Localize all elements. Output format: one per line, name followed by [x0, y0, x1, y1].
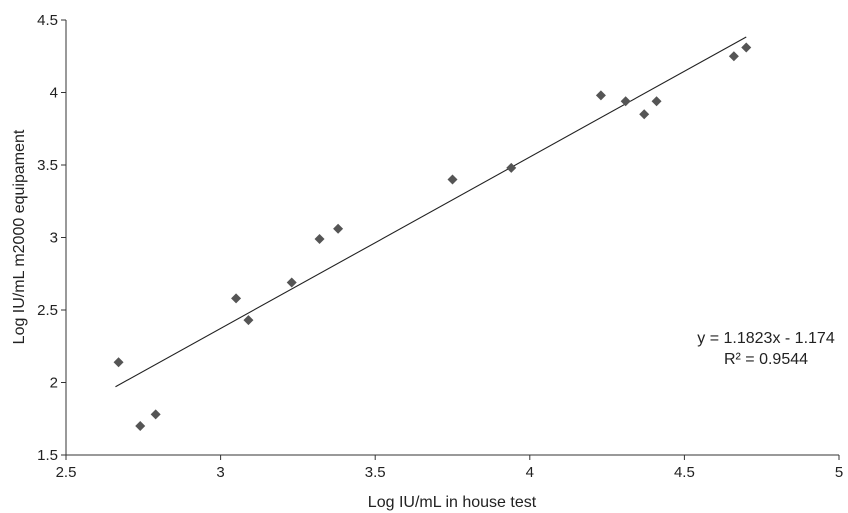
data-point — [314, 233, 325, 244]
r-squared-label: R² = 0.9544 — [724, 351, 808, 368]
y-tick-label: 2 — [50, 375, 58, 392]
y-tick-label: 3.5 — [37, 157, 58, 174]
data-point — [728, 51, 739, 62]
y-tick-label: 2.5 — [37, 302, 58, 319]
y-tick-label: 4.5 — [37, 12, 58, 29]
data-point — [231, 293, 242, 304]
data-point — [243, 315, 254, 326]
data-point — [639, 109, 650, 120]
data-point — [150, 409, 161, 420]
data-point — [620, 96, 631, 107]
y-axis-ticks: 1.5 2 2.5 3 3.5 4 4.5 — [37, 12, 66, 464]
x-tick-label: 4 — [526, 464, 534, 481]
x-axis-label: Log IU/mL in house test — [368, 494, 537, 511]
plot-area: 1.5 2 2.5 3 3.5 4 4.5 2.5 3 3.5 4 4.5 5 — [37, 12, 843, 481]
x-tick-label: 3.5 — [365, 464, 386, 481]
x-tick-label: 3 — [216, 464, 224, 481]
data-point — [333, 223, 344, 234]
data-point — [651, 96, 662, 107]
data-point — [741, 42, 752, 53]
trendline-equation: y = 1.1823x - 1.174 — [697, 330, 835, 347]
data-point — [595, 90, 606, 101]
trendline — [115, 36, 747, 388]
x-axis-ticks: 2.5 3 3.5 4 4.5 5 — [56, 455, 843, 481]
data-point — [447, 174, 458, 185]
x-tick-label: 4.5 — [674, 464, 695, 481]
data-point — [113, 357, 124, 368]
x-tick-label: 2.5 — [56, 464, 77, 481]
data-point — [135, 421, 146, 431]
data-point — [286, 277, 297, 288]
y-tick-label: 4 — [50, 85, 58, 102]
y-tick-label: 1.5 — [37, 447, 58, 464]
data-point — [506, 162, 517, 173]
x-tick-label: 5 — [835, 464, 843, 481]
y-tick-label: 3 — [50, 230, 58, 247]
data-points — [113, 42, 752, 431]
y-axis-label: Log IU/mL m2000 equipament — [11, 129, 28, 344]
